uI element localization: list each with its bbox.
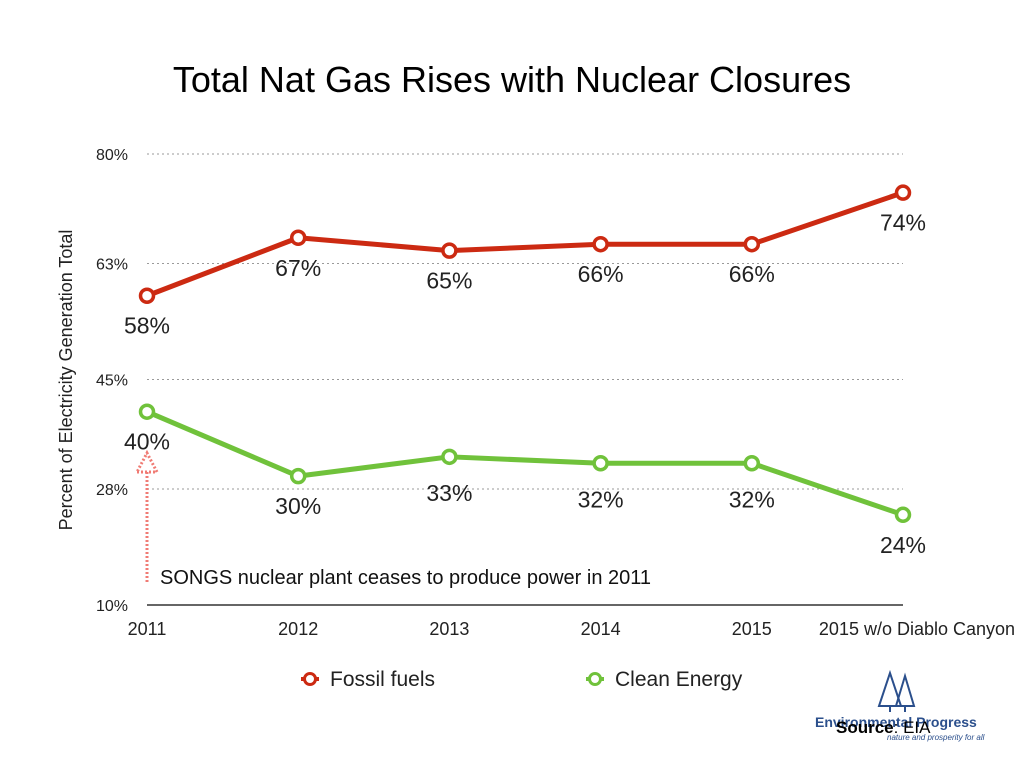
annotation: SONGS nuclear plant ceases to produce po… (134, 449, 651, 589)
twin-tree-icon (877, 669, 916, 712)
source-text: Source: EIA (836, 718, 931, 737)
series-fossil-fuels: 58% 67% 65% 66% 66% 74% (124, 184, 926, 339)
y-tick-label: 63% (96, 257, 128, 274)
logo-name: Environmental Progress (815, 714, 977, 730)
data-label: 32% (729, 486, 775, 512)
data-point (138, 287, 156, 304)
data-label: 66% (729, 261, 775, 287)
data-point (592, 455, 609, 472)
annotation-arrow-head (134, 449, 160, 474)
data-point (743, 235, 761, 253)
data-point (289, 467, 307, 485)
data-label: 40% (124, 429, 170, 455)
chart-title: Total Nat Gas Rises with Nuclear Closure… (173, 59, 851, 100)
x-tick-label: 2015 (732, 619, 772, 639)
legend-item: Fossil fuels (301, 668, 435, 691)
data-point (441, 242, 458, 259)
annotation-text: SONGS nuclear plant ceases to produce po… (160, 567, 651, 589)
data-label: 24% (880, 532, 926, 558)
y-tick-label: 80% (96, 147, 128, 164)
y-tick-label: 10% (96, 598, 128, 615)
x-tick-label: 2014 (581, 619, 621, 639)
data-point (743, 455, 761, 472)
data-point (894, 184, 912, 201)
data-label: 32% (578, 486, 624, 512)
legend-swatch-marker (303, 672, 317, 686)
data-label: 30% (275, 493, 321, 519)
source-label: Source (836, 718, 894, 737)
source-value: : EIA (894, 718, 932, 737)
logo-tagline: nature and prosperity for all (887, 733, 985, 742)
legend-item: Clean Energy (586, 668, 743, 691)
data-label: 65% (426, 268, 472, 294)
legend-label: Fossil fuels (330, 668, 435, 691)
series-line (146, 409, 904, 518)
y-tick-label: 45% (96, 373, 128, 390)
series-layer: 58% 67% 65% 66% 66% 74% 40% 30% 33% 32% 32% 24% (124, 184, 926, 558)
x-tick-labels: 2011 2012 2013 2014 2015 2015 w/o Diablo Cany… (128, 619, 1015, 639)
x-tick-label: 2015 w/o Diablo Canyon (819, 619, 1015, 639)
gridlines (147, 153, 903, 606)
legend-label: Clean Energy (615, 668, 743, 691)
legend: Fossil fuels Clean Energy (301, 668, 743, 691)
data-label: 67% (275, 255, 321, 281)
x-tick-label: 2012 (278, 619, 318, 639)
x-tick-label: 2011 (128, 619, 167, 639)
environmental-progress-logo: Environmental Progress nature and prospe… (815, 669, 985, 742)
data-point (592, 235, 609, 253)
x-tick-label: 2013 (429, 619, 469, 639)
data-point (441, 448, 458, 466)
series-clean-energy: 40% 30% 33% 32% 32% 24% (124, 403, 926, 558)
series-line (146, 190, 904, 299)
data-point (894, 506, 912, 524)
data-label: 33% (426, 480, 472, 506)
data-point (138, 403, 156, 420)
data-point (289, 229, 307, 247)
data-label: 58% (124, 313, 170, 339)
data-label: 74% (880, 210, 926, 236)
y-tick-label: 28% (96, 482, 128, 499)
y-tick-labels: 10% 28% 45% 63% 80% (96, 147, 128, 615)
legend-swatch-marker (588, 672, 602, 686)
y-axis-label: Percent of Electricity Generation Total (56, 230, 76, 531)
data-label: 66% (578, 261, 624, 287)
